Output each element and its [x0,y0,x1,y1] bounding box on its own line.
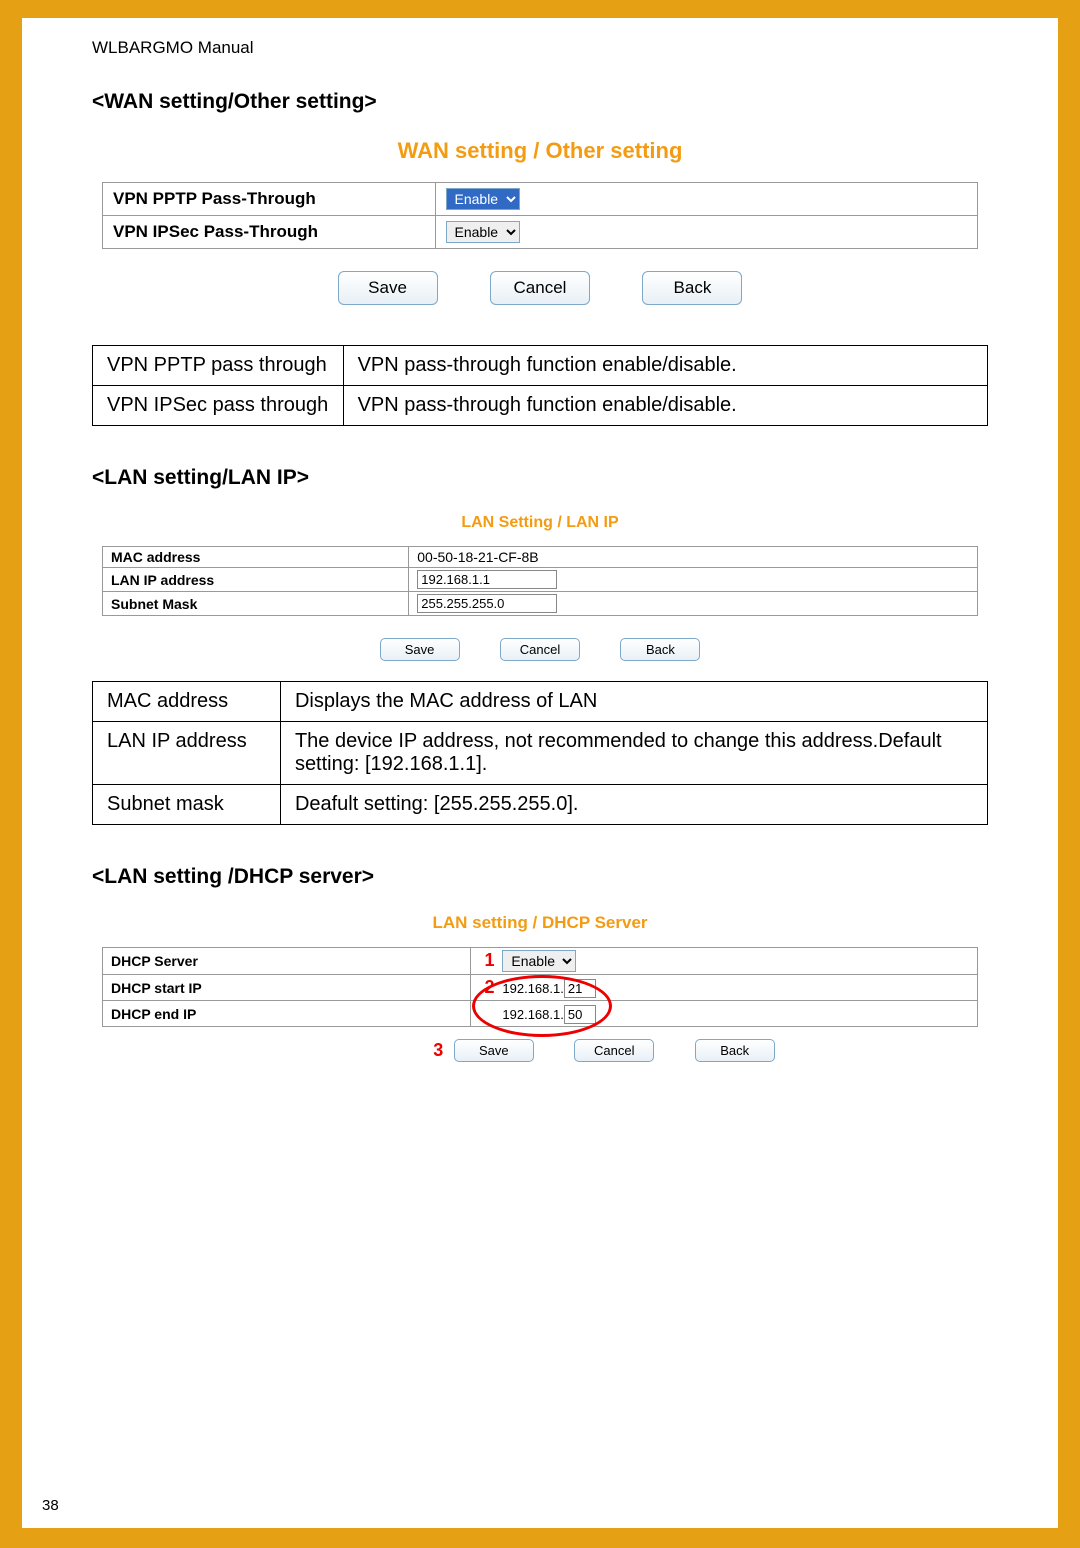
lanip-save-button[interactable]: Save [380,638,460,661]
wan-ipsec-select[interactable]: Enable [446,221,520,243]
lanip-desc-text-2: Deafult setting: [255.255.255.0]. [280,785,987,825]
wan-desc-term-1: VPN IPSec pass through [93,386,344,426]
lanip-subnet-label: Subnet Mask [103,592,409,616]
wan-heading: <WAN setting/Other setting> [92,90,988,114]
dhcp-server-label: DHCP Server [103,948,471,975]
dhcp-end-cell: 0 192.168.1. [470,1001,978,1027]
lanip-cancel-button[interactable]: Cancel [500,638,580,661]
lanip-desc-text-1: The device IP address, not recommended t… [280,722,987,785]
lanip-button-row: Save Cancel Back [102,638,978,661]
wan-pptp-cell: Enable [435,183,978,216]
wan-save-button[interactable]: Save [338,271,438,305]
wan-ui-title: WAN setting / Other setting [102,138,978,164]
dhcp-back-button[interactable]: Back [695,1039,775,1062]
manual-title: WLBARGMO Manual [92,38,988,58]
lanip-back-button[interactable]: Back [620,638,700,661]
lanip-desc-term-2: Subnet mask [93,785,281,825]
dhcp-server-cell: 1 Enable [470,948,978,975]
lanip-settings-table: MAC address 00-50-18-21-CF-8B LAN IP add… [102,546,978,616]
dhcp-cancel-button[interactable]: Cancel [574,1039,654,1062]
dhcp-ui-title: LAN setting / DHCP Server [102,913,978,933]
dhcp-start-input[interactable] [564,979,596,998]
wan-pptp-select[interactable]: Enable [446,188,520,210]
lanip-ui-title: LAN Setting / LAN IP [102,514,978,532]
lanip-ip-input[interactable] [417,570,557,589]
dhcp-end-label: DHCP end IP [103,1001,471,1027]
wan-desc-table: VPN PPTP pass through VPN pass-through f… [92,345,988,426]
lanip-heading: <LAN setting/LAN IP> [92,466,988,490]
wan-cancel-button[interactable]: Cancel [490,271,590,305]
wan-desc-text-0: VPN pass-through function enable/disable… [343,346,987,386]
dhcp-start-cell: 2 192.168.1. [470,975,978,1001]
dhcp-button-row: 3 Save Cancel Back [102,1039,978,1062]
wan-desc-term-0: VPN PPTP pass through [93,346,344,386]
wan-pptp-label: VPN PPTP Pass-Through [103,183,436,216]
wan-desc-text-1: VPN pass-through function enable/disable… [343,386,987,426]
wan-settings-table: VPN PPTP Pass-Through Enable VPN IPSec P… [102,182,978,249]
dhcp-save-button[interactable]: Save [454,1039,534,1062]
page-number: 38 [42,1497,59,1514]
callout-1: 1 [479,950,495,971]
dhcp-start-label: DHCP start IP [103,975,471,1001]
wan-back-button[interactable]: Back [642,271,742,305]
wan-ipsec-label: VPN IPSec Pass-Through [103,216,436,249]
wan-button-row: Save Cancel Back [102,271,978,305]
lanip-subnet-input[interactable] [417,594,557,613]
callout-3: 3 [427,1040,443,1061]
dhcp-end-input[interactable] [564,1005,596,1024]
wan-ipsec-cell: Enable [435,216,978,249]
dhcp-start-prefix: 192.168.1. [502,981,563,996]
dhcp-settings-table: DHCP Server 1 Enable DHCP start IP 2 192… [102,947,978,1027]
dhcp-heading: <LAN setting /DHCP server> [92,865,988,889]
lanip-desc-text-0: Displays the MAC address of LAN [280,682,987,722]
lanip-mac-label: MAC address [103,547,409,568]
callout-2: 2 [479,977,495,998]
lanip-mac-value: 00-50-18-21-CF-8B [409,547,978,568]
lanip-desc-term-1: LAN IP address [93,722,281,785]
lanip-desc-term-0: MAC address [93,682,281,722]
dhcp-end-prefix: 192.168.1. [502,1007,563,1022]
dhcp-server-select[interactable]: Enable [502,950,576,972]
lanip-desc-table: MAC address Displays the MAC address of … [92,681,988,825]
lanip-ip-label: LAN IP address [103,568,409,592]
